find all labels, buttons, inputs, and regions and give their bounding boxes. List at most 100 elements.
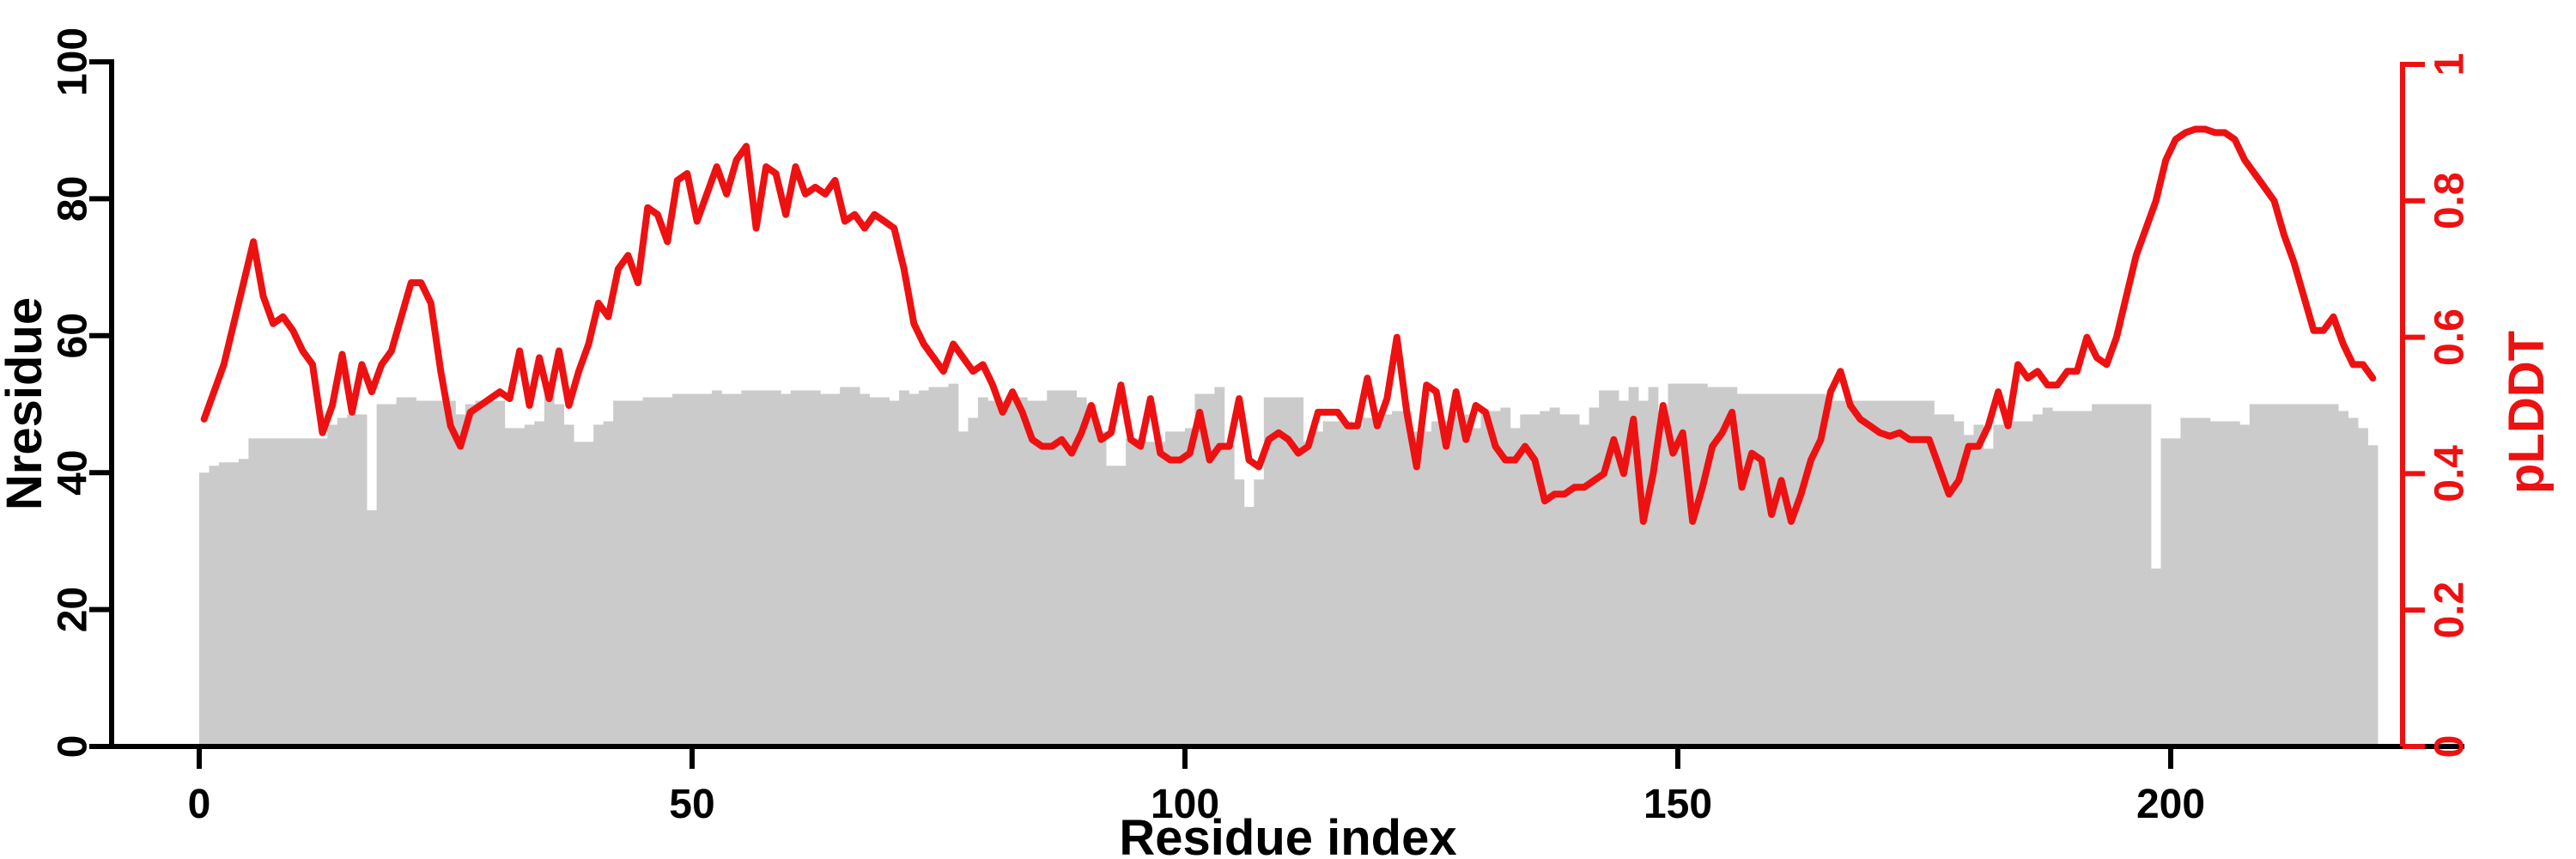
bar-residue-91 [1096, 431, 1107, 746]
left-tick-label-100: 100 [51, 27, 96, 96]
bar-residue-13 [327, 424, 338, 746]
left-tick-label-40: 40 [51, 450, 96, 496]
bar-residue-133 [1510, 428, 1521, 746]
bar-residue-17 [367, 510, 377, 746]
bar-residue-111 [1293, 397, 1304, 746]
x-tick-label-0: 0 [188, 782, 211, 827]
bar-residue-76 [948, 383, 959, 746]
bar-residue-121 [1392, 411, 1402, 746]
bar-residue-67 [860, 393, 870, 746]
bar-residue-88 [1066, 390, 1078, 746]
bar-residue-114 [1322, 421, 1334, 746]
bar-residue-27 [465, 404, 476, 746]
bar-residue-82 [1007, 400, 1018, 746]
bar-residue-152 [1697, 383, 1708, 746]
bar-residue-19 [386, 404, 397, 746]
bar-residue-49 [682, 393, 693, 746]
bar-residue-20 [396, 397, 407, 746]
bar-residue-129 [1470, 428, 1481, 746]
bar-residue-15 [347, 414, 358, 746]
bar-residue-73 [919, 390, 929, 746]
bar-residue-66 [849, 387, 860, 746]
right-tick-label-0: 0 [2427, 735, 2473, 758]
bar-residue-215 [2318, 404, 2330, 746]
bar-residue-219 [2358, 428, 2368, 746]
bar-residue-26 [455, 414, 466, 746]
bar-residue-187 [2042, 407, 2053, 746]
bar-residue-210 [2269, 404, 2280, 746]
bar-residue-86 [1047, 390, 1058, 746]
bar-residue-174 [1914, 400, 1925, 746]
tick-labels: 0 20 40 60 80 100 0 50 100 150 200 0 0.2 0.4 0.6 0.8 1 [51, 27, 2473, 827]
bar-residue-35 [544, 383, 555, 746]
bar-residue-166 [1835, 400, 1846, 746]
bar-residue-171 [1885, 400, 1895, 746]
bar-residue-38 [574, 442, 585, 746]
bar-residue-117 [1352, 428, 1363, 746]
bar-residue-62 [810, 390, 821, 746]
left-tick-label-60: 60 [51, 313, 96, 358]
bar-residue-175 [1924, 400, 1935, 746]
right-axis-title: pLDDT [2499, 331, 2555, 494]
bar-residue-83 [1017, 397, 1028, 746]
right-tick-label-0.8: 0.8 [2427, 172, 2473, 229]
left-tick-label-0: 0 [51, 735, 96, 758]
left-tick-label-20: 20 [51, 587, 96, 632]
bar-residue-127 [1450, 414, 1461, 746]
bar-residue-69 [879, 397, 890, 746]
bar-residue-79 [977, 397, 988, 746]
bar-residue-178 [1953, 421, 1965, 746]
bar-residue-81 [997, 400, 1008, 746]
bar-residue-2 [218, 462, 229, 746]
bar-residue-64 [829, 393, 841, 746]
bar-residue-3 [228, 462, 240, 746]
bar-residue-160 [1776, 393, 1787, 746]
bar-residue-204 [2209, 421, 2221, 746]
bar-residue-137 [1549, 407, 1560, 746]
bar-residue-63 [820, 393, 831, 746]
bar-residue-131 [1490, 411, 1501, 746]
bar-residue-40 [593, 424, 605, 746]
plddt-line [200, 125, 2377, 525]
bar-residue-94 [1126, 438, 1136, 746]
bar-residue-199 [2160, 438, 2172, 746]
bar-residue-180 [1973, 424, 1984, 746]
bar-residue-212 [2288, 404, 2300, 746]
bar-residue-46 [653, 397, 663, 746]
bar-residue-146 [1638, 400, 1649, 746]
bar-residue-167 [1845, 400, 1856, 746]
bar-residue-130 [1480, 411, 1492, 746]
bar-residue-176 [1934, 414, 1945, 746]
bar-residue-65 [840, 387, 851, 746]
right-tick-label-0.6: 0.6 [2427, 308, 2473, 366]
bar-residue-34 [534, 421, 545, 746]
right-tick-label-1: 1 [2427, 53, 2473, 76]
bar-residue-179 [1963, 435, 1974, 746]
bar-residue-208 [2249, 404, 2260, 746]
bar-residue-14 [337, 417, 348, 746]
bar-residue-78 [968, 417, 979, 746]
bar-residue-56 [750, 390, 762, 746]
bar-residue-125 [1431, 421, 1442, 746]
left-axis-title: Nresidue [0, 297, 52, 510]
bar-residue-148 [1658, 411, 1668, 746]
bar-residue-181 [1983, 448, 1994, 746]
bar-residue-203 [2200, 417, 2211, 746]
bar-residue-101 [1194, 393, 1206, 746]
bar-residue-99 [1175, 431, 1186, 746]
bar-residue-186 [2032, 414, 2044, 746]
bar-residue-4 [238, 459, 249, 746]
bar-residue-8 [277, 438, 289, 746]
bar-residue-151 [1687, 383, 1698, 746]
bar-residue-142 [1599, 390, 1609, 746]
bar-residue-150 [1678, 383, 1688, 746]
bar-residue-42 [613, 400, 623, 746]
bar-residue-33 [524, 424, 535, 746]
bar-residue-141 [1589, 407, 1600, 746]
bar-residue-60 [790, 390, 801, 746]
bar-residue-28 [475, 400, 486, 746]
bar-residue-93 [1115, 466, 1127, 746]
left-tick-label-80: 80 [51, 176, 96, 222]
bar-residue-147 [1648, 387, 1659, 746]
bar-residue-87 [1056, 390, 1067, 746]
